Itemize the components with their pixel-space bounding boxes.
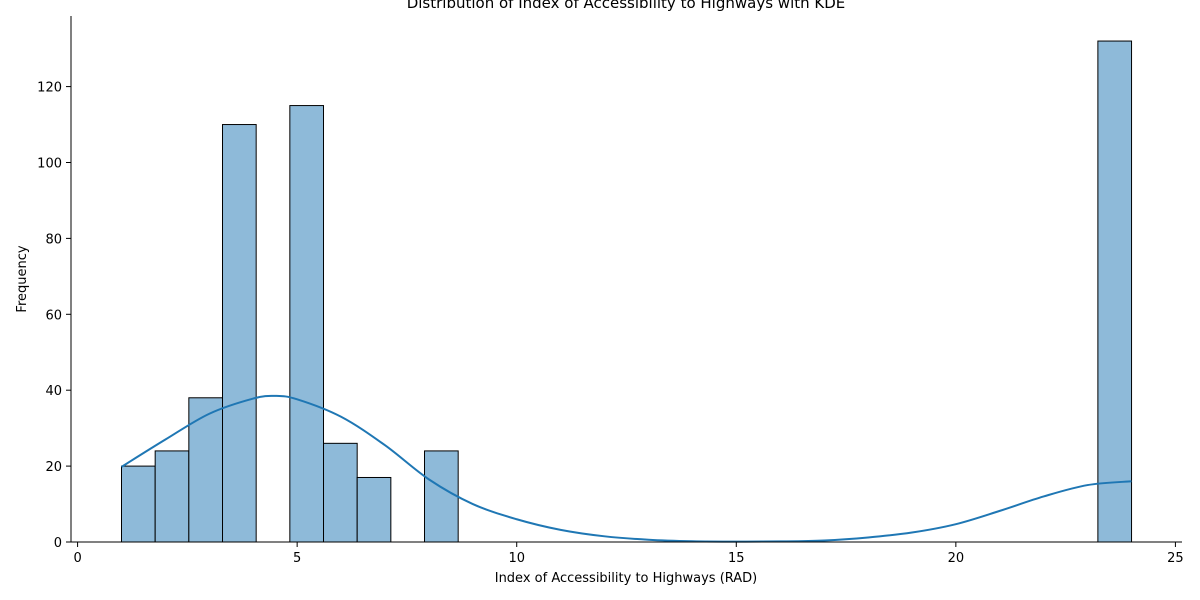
histogram-bar — [222, 124, 257, 543]
x-tick-label: 5 — [293, 551, 301, 566]
histogram-bars — [121, 40, 1133, 543]
y-tick-label: 20 — [45, 460, 62, 475]
histogram-bar — [121, 465, 156, 543]
x-tick-label: 15 — [728, 551, 745, 566]
y-tick-label: 0 — [54, 536, 62, 551]
y-tick-label: 120 — [37, 81, 62, 96]
y-axis-label: Frequency — [15, 245, 30, 312]
histogram-bar — [323, 442, 358, 543]
histogram-bar — [424, 450, 459, 543]
y-tick-label: 60 — [45, 308, 62, 323]
chart-title: Distribution of Index of Accessibility t… — [407, 0, 846, 12]
x-axis-label: Index of Accessibility to Highways (RAD) — [495, 571, 758, 586]
histogram-bar — [1097, 40, 1133, 543]
x-tick-label: 0 — [73, 551, 81, 566]
histogram-bar — [289, 105, 325, 543]
x-tick-label: 25 — [1167, 551, 1184, 566]
y-tick-label: 100 — [37, 156, 62, 171]
y-axis-ticks: 0 20 40 60 80 100 120 — [37, 81, 71, 551]
kde-curve — [120, 394, 1132, 543]
histogram-bar — [188, 397, 224, 543]
x-axis-ticks: 0 5 10 15 20 25 — [73, 542, 1184, 566]
histogram-bar — [356, 476, 392, 543]
y-tick-label: 40 — [45, 384, 62, 399]
y-tick-label: 80 — [45, 232, 62, 247]
histogram-bar — [154, 450, 190, 543]
x-tick-label: 20 — [948, 551, 965, 566]
x-tick-label: 10 — [508, 551, 525, 566]
